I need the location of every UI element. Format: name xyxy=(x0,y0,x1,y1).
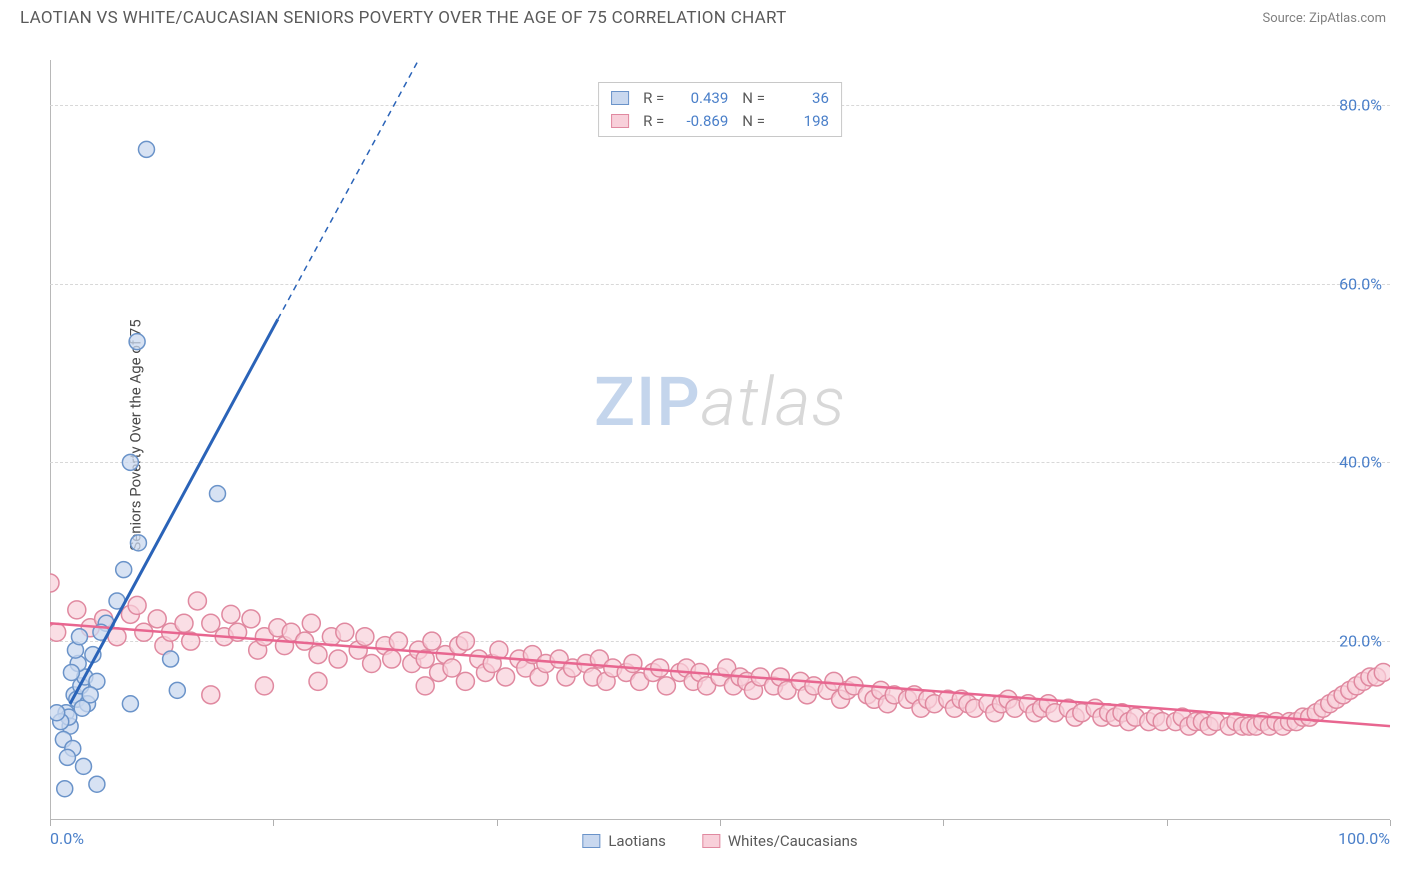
laotians-point xyxy=(82,687,98,703)
whites-point xyxy=(657,677,675,695)
whites-point xyxy=(1374,663,1390,681)
stat-n-whites: 198 xyxy=(773,110,829,133)
regression-line xyxy=(70,319,278,703)
whites-point xyxy=(624,655,642,673)
laotians-point xyxy=(50,705,65,721)
x-tick-mark xyxy=(497,820,498,826)
x-tick-mark xyxy=(720,820,721,826)
regression-line xyxy=(50,623,1390,726)
laotians-point xyxy=(138,141,154,157)
whites-point xyxy=(456,632,474,650)
x-tick-mark xyxy=(943,820,944,826)
chart-container: Seniors Poverty Over the Age of 75 R = 0… xyxy=(50,40,1390,830)
legend-label-laotians: Laotians xyxy=(608,832,666,850)
scatter-svg xyxy=(50,60,1390,820)
stat-n-laotians: 36 xyxy=(773,87,829,110)
laotians-point xyxy=(122,696,138,712)
legend-swatch-whites-icon xyxy=(702,834,720,848)
source-link[interactable]: ZipAtlas.com xyxy=(1309,11,1386,26)
whites-point xyxy=(202,686,220,704)
laotians-point xyxy=(89,776,105,792)
whites-point xyxy=(68,601,86,619)
laotians-point xyxy=(59,749,75,765)
whites-point xyxy=(363,655,381,673)
x-tick-mark xyxy=(1167,820,1168,826)
stats-row-laotians: R = 0.439 N = 36 xyxy=(611,87,829,110)
stats-box: R = 0.439 N = 36 R = -0.869 N = 198 xyxy=(598,82,842,137)
whites-point xyxy=(50,623,66,641)
whites-point xyxy=(175,614,193,632)
source-attribution: Source: ZipAtlas.com xyxy=(1262,11,1386,26)
x-tick-label: 0.0% xyxy=(50,829,84,848)
whites-point xyxy=(456,672,474,690)
whites-point xyxy=(302,614,320,632)
whites-point xyxy=(188,592,206,610)
whites-point xyxy=(651,659,669,677)
whites-point xyxy=(389,632,407,650)
chart-title: LAOTIAN VS WHITE/CAUCASIAN SENIORS POVER… xyxy=(20,8,787,28)
whites-point xyxy=(202,614,220,632)
laotians-point xyxy=(63,664,79,680)
whites-point xyxy=(255,677,273,695)
whites-point xyxy=(309,672,327,690)
whites-point xyxy=(423,632,441,650)
stats-row-whites: R = -0.869 N = 198 xyxy=(611,110,829,133)
whites-point xyxy=(128,596,146,614)
whites-point xyxy=(443,659,461,677)
whites-point xyxy=(309,646,327,664)
laotians-point xyxy=(130,535,146,551)
legend-label-whites: Whites/Caucasians xyxy=(728,832,858,850)
laotians-point xyxy=(116,562,132,578)
laotians-point xyxy=(210,486,226,502)
stat-r-whites: -0.869 xyxy=(672,110,728,133)
laotians-point xyxy=(129,334,145,350)
laotians-point xyxy=(122,454,138,470)
x-tick-mark xyxy=(50,820,51,826)
laotians-point xyxy=(76,758,92,774)
whites-point xyxy=(148,610,166,628)
whites-point xyxy=(497,668,515,686)
whites-point xyxy=(242,610,260,628)
x-tick-mark xyxy=(1390,820,1391,826)
swatch-whites-icon xyxy=(611,114,629,128)
stat-r-laotians: 0.439 xyxy=(672,87,728,110)
whites-point xyxy=(356,628,374,646)
whites-point xyxy=(416,677,434,695)
whites-point xyxy=(222,605,240,623)
swatch-laotians-icon xyxy=(611,91,629,105)
whites-point xyxy=(329,650,347,668)
laotians-point xyxy=(163,651,179,667)
laotians-point xyxy=(169,682,185,698)
laotians-point xyxy=(57,781,73,797)
regression-line xyxy=(278,60,419,319)
laotians-point xyxy=(71,629,87,645)
whites-point xyxy=(383,650,401,668)
whites-point xyxy=(336,623,354,641)
whites-point xyxy=(50,574,59,592)
x-tick-mark xyxy=(273,820,274,826)
plot-area: R = 0.439 N = 36 R = -0.869 N = 198 ZIPa… xyxy=(50,60,1390,820)
legend-swatch-laotians-icon xyxy=(582,834,600,848)
x-tick-label: 100.0% xyxy=(1338,829,1390,848)
whites-point xyxy=(135,623,153,641)
legend: Laotians Whites/Caucasians xyxy=(582,832,857,850)
legend-item-laotians: Laotians xyxy=(582,832,666,850)
legend-item-whites: Whites/Caucasians xyxy=(702,832,858,850)
